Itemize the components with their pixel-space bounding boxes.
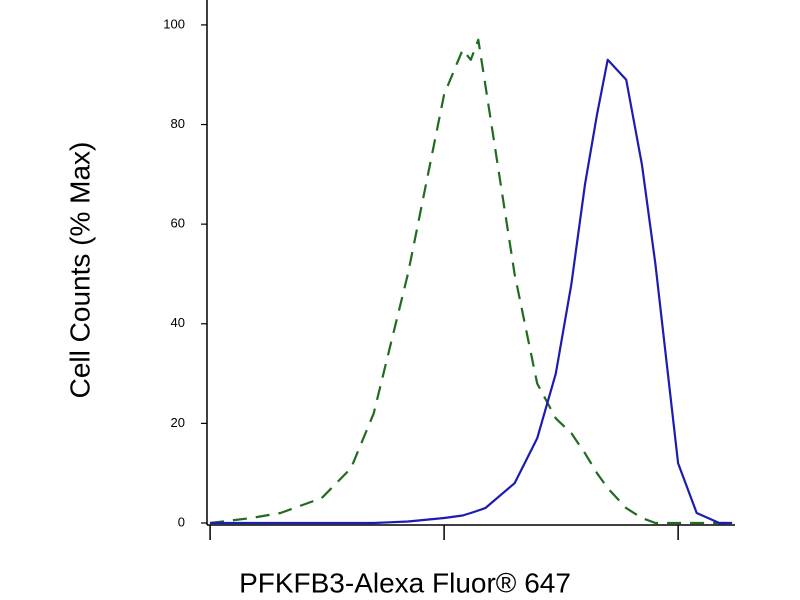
y-axis-title: Cell Counts (% Max) [64,142,95,399]
y-tick-label: 80 [171,116,185,131]
histogram-line [210,58,733,525]
y-tick-label: 40 [171,315,185,330]
y-tick-label: 100 [163,16,185,31]
y-tick-label: 20 [171,415,185,430]
y-tick-label: 0 [178,514,185,529]
x-axis-title: PFKFB3-Alexa Fluor® 647 [239,567,571,598]
histogram-line [209,38,733,525]
y-tick-label: 60 [171,216,185,231]
